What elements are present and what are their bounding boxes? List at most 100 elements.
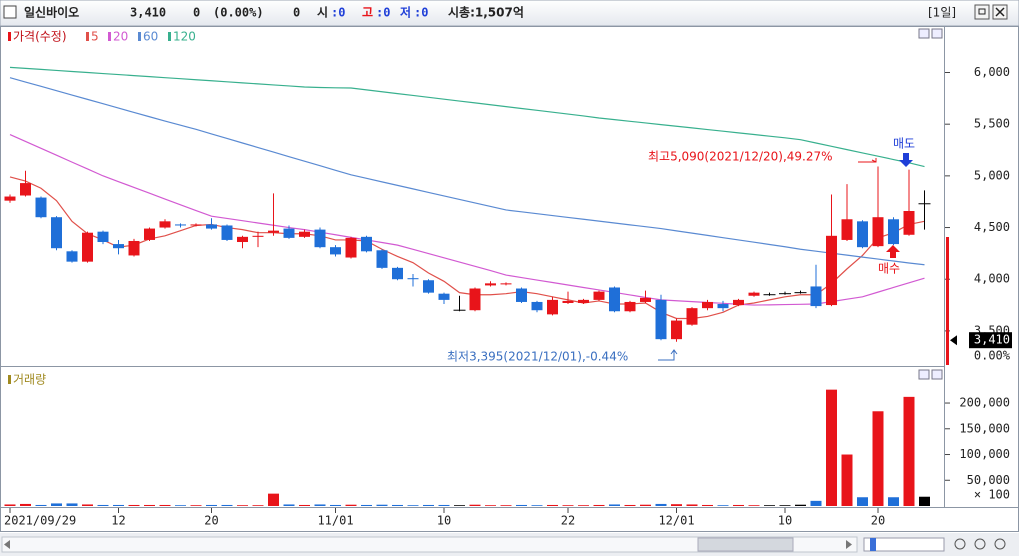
volume-bar (826, 389, 837, 506)
candle-body (237, 236, 248, 243)
low-label: 저 (400, 5, 411, 20)
volume-bar (82, 504, 93, 506)
candle-body (671, 320, 682, 340)
candle-body (826, 235, 837, 306)
restore-button[interactable] (974, 4, 990, 20)
candle-body (531, 301, 543, 311)
zoom-handle[interactable] (870, 538, 876, 551)
candle-body (221, 225, 233, 240)
x-tick-label: 10 (778, 514, 792, 528)
volume-bar (252, 505, 264, 506)
panel-button[interactable] (918, 28, 930, 39)
x-tick-label: 10 (437, 514, 451, 528)
y-tick-label: 6,000 (974, 65, 1010, 79)
candle-body (655, 299, 667, 340)
scrollbar-track[interactable] (1, 536, 858, 553)
zoom-slider[interactable] (863, 537, 945, 552)
zoom-in[interactable] (974, 538, 986, 550)
low-annotation-arrow (658, 349, 678, 361)
candle-body (438, 293, 450, 300)
candle-body (175, 224, 186, 226)
scroll-right[interactable] (846, 540, 852, 549)
volume-bar (919, 496, 930, 506)
volume-bar (795, 504, 806, 506)
candle-body (20, 183, 31, 196)
low-annotation: 최저3,395(2021/12/01),-0.44% (447, 350, 628, 364)
volume-bar (128, 504, 140, 506)
buy-label: 매수 (878, 262, 900, 276)
candle-body (190, 224, 202, 226)
candle-body (113, 244, 124, 249)
volume-bar (531, 505, 543, 506)
volume-bar (314, 504, 326, 506)
panel-button[interactable] (918, 369, 930, 380)
candle-body (485, 283, 496, 286)
legend-label: 가격(수정) (13, 30, 67, 44)
candle-body (330, 247, 341, 255)
panel-button[interactable] (931, 28, 943, 39)
current-price-box (969, 332, 1012, 349)
volume-bar (175, 505, 186, 506)
volume-bar (454, 505, 465, 506)
buy-arrow (886, 245, 900, 258)
legend-marker (108, 32, 111, 41)
volume-bar (686, 504, 698, 506)
candle-body (748, 292, 760, 296)
volume-bar (345, 504, 357, 506)
candle-body (733, 299, 744, 306)
candle-body (702, 301, 713, 309)
panel-button[interactable] (931, 369, 943, 380)
volume-bar (764, 505, 775, 506)
open-value: :0 (331, 6, 345, 20)
candle-body (686, 308, 698, 325)
scrollbar-thumb[interactable] (697, 537, 794, 552)
candle-body (500, 283, 512, 285)
volume-bar (733, 504, 744, 506)
x-tick-label: 20 (204, 514, 218, 528)
volume-bar (624, 504, 636, 506)
candle-body (717, 304, 729, 309)
stock-name: 일신바이오 (24, 5, 79, 20)
zoom-reset[interactable] (994, 538, 1006, 550)
current-change-label: 0.00% (974, 349, 1011, 363)
checkbox[interactable] (3, 5, 17, 19)
volume-bar (810, 500, 822, 506)
candle-body (35, 197, 47, 218)
candle-body (376, 250, 388, 268)
high-value: :0 (376, 6, 390, 20)
volume-bar (779, 505, 791, 506)
volume-bar (872, 411, 884, 506)
volume-bar (51, 503, 62, 506)
close-icon (995, 7, 1005, 17)
candle-body (578, 299, 589, 303)
period[interactable]: [1일] (928, 6, 956, 20)
scroll-left[interactable] (4, 540, 10, 549)
restore-icon (978, 8, 986, 15)
volume-bar (144, 504, 155, 506)
candle-body (159, 221, 171, 228)
candle-body (51, 217, 62, 249)
candle-body (407, 278, 419, 280)
volume-bar (469, 504, 481, 506)
price-panel (0, 26, 945, 367)
panel-buttons (918, 28, 943, 380)
market-cap: 시총:1,507억 (448, 5, 524, 20)
volume-bar (330, 504, 341, 506)
legend-marker (168, 32, 171, 41)
zoom-out[interactable] (954, 538, 966, 550)
volume-bar (423, 504, 434, 506)
volume-bar (221, 504, 233, 506)
volume-bar (841, 454, 853, 506)
volume-bar (655, 503, 667, 506)
y-tick-label: 5,000 (974, 168, 1010, 182)
volume-bar (283, 504, 295, 506)
y-tick-label: 4,000 (974, 272, 1010, 286)
value-axis-area (944, 26, 1019, 508)
moving-average-line (9, 66, 925, 168)
volume-bar (609, 504, 620, 506)
candle-body (841, 219, 853, 240)
candle-body (624, 301, 636, 312)
x-tick-label: 12/01 (658, 514, 694, 528)
